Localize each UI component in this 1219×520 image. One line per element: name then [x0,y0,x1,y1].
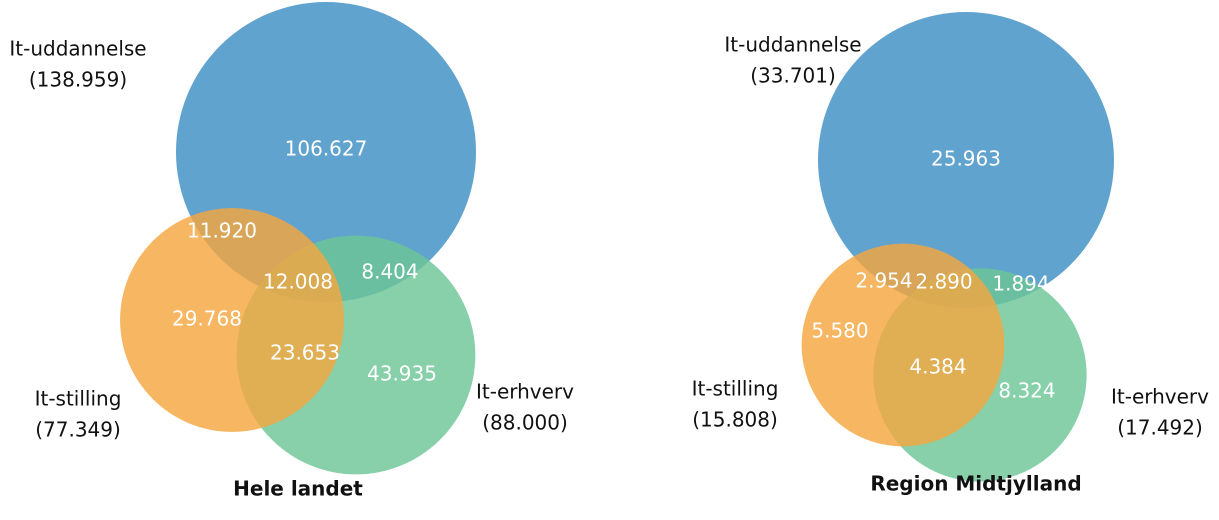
set-circle [818,12,1114,308]
region-value: 5.580 [811,319,868,343]
region-value: 11.920 [187,219,257,243]
set-name: It-stilling [692,377,779,401]
set-circle [801,243,1005,447]
set-total: (15.808) [692,408,778,432]
set-name: It-uddannelse [9,37,146,61]
region-value: 4.384 [909,355,966,379]
region-value: 25.963 [931,147,1001,171]
region-value: 29.768 [172,307,242,331]
set-name: It-uddannelse [724,33,861,57]
set-total: (88.000) [482,411,568,435]
set-name: It-erhverv [1111,385,1209,409]
region-value: 2.954 [855,269,912,293]
chart-title: Region Midtjylland [870,472,1081,496]
region-value: 12.008 [263,270,333,294]
region-value: 8.324 [998,379,1055,403]
set-total: (33.701) [750,64,836,88]
region-value: 2.890 [915,270,972,294]
set-total: (17.492) [1117,416,1203,440]
set-circle [120,208,344,432]
region-value: 1.894 [992,272,1049,296]
set-total: (77.349) [35,418,121,442]
set-name: It-erhverv [476,380,574,404]
region-value: 23.653 [270,341,340,365]
set-total: (138.959) [29,68,127,92]
region-value: 8.404 [361,260,418,284]
region-value: 43.935 [367,362,437,386]
chart-title: Hele landet [233,477,363,501]
region-value: 106.627 [285,137,368,161]
set-name: It-stilling [35,387,122,411]
